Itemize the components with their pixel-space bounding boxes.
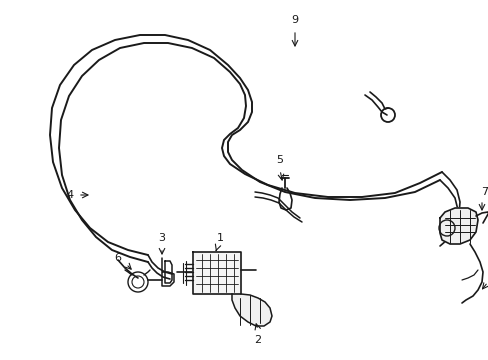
Text: 6: 6 xyxy=(114,253,121,263)
Text: 3: 3 xyxy=(158,233,165,243)
Text: 4: 4 xyxy=(66,190,73,200)
Text: 1: 1 xyxy=(216,233,223,243)
Text: 9: 9 xyxy=(291,15,298,25)
Text: 7: 7 xyxy=(481,187,488,197)
Text: 2: 2 xyxy=(254,335,261,345)
Polygon shape xyxy=(439,208,477,244)
Polygon shape xyxy=(231,294,271,326)
Polygon shape xyxy=(193,252,241,294)
Text: 5: 5 xyxy=(276,155,283,165)
